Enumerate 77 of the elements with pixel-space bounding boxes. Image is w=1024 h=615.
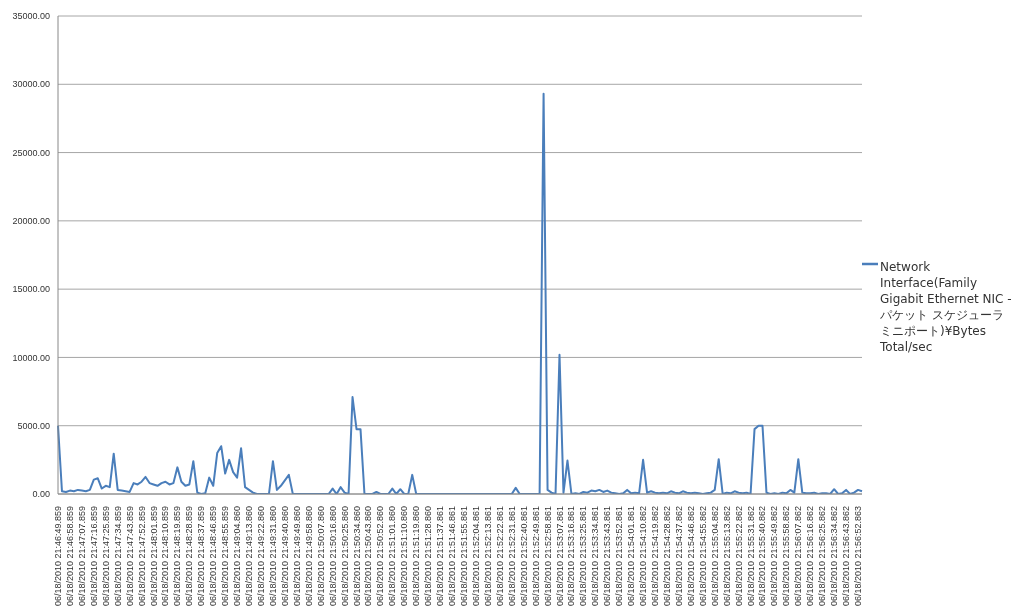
x-tick-label: 06/18/2010 21:55:31.862 bbox=[745, 506, 756, 607]
y-tick-label: 25000.00 bbox=[12, 147, 50, 158]
y-tick-label: 20000.00 bbox=[12, 216, 50, 227]
x-tick-label: 06/18/2010 21:47:16.859 bbox=[88, 506, 99, 607]
x-tick-label: 06/18/2010 21:52:49.861 bbox=[530, 506, 541, 607]
x-tick-label: 06/18/2010 21:51:01.860 bbox=[387, 506, 398, 607]
x-tick-label: 06/18/2010 21:46:49.859 bbox=[53, 506, 63, 607]
y-tick-label: 15000.00 bbox=[12, 284, 50, 295]
x-tick-label: 06/18/2010 21:53:52.861 bbox=[614, 506, 625, 607]
x-tick-label: 06/18/2010 21:52:04.861 bbox=[470, 506, 481, 607]
y-tick-label: 0.00 bbox=[32, 489, 50, 500]
x-tick-label: 06/18/2010 21:48:55.859 bbox=[220, 506, 231, 607]
x-tick-label: 06/18/2010 21:56:52.863 bbox=[853, 506, 864, 607]
x-tick-label: 06/18/2010 21:47:25.859 bbox=[100, 506, 111, 607]
x-tick-label: 06/18/2010 21:50:07.860 bbox=[315, 506, 326, 607]
y-tick-label: 5000.00 bbox=[17, 420, 50, 431]
x-tick-label: 06/18/2010 21:54:19.862 bbox=[650, 506, 661, 607]
x-tick-label: 06/18/2010 21:55:13.862 bbox=[721, 506, 732, 607]
x-tick-label: 06/18/2010 21:51:37.861 bbox=[435, 506, 446, 607]
x-tick-label: 06/18/2010 21:55:49.862 bbox=[769, 506, 780, 607]
x-tick-label: 06/18/2010 21:49:49.860 bbox=[291, 506, 302, 607]
x-tick-label: 06/18/2010 21:48:19.859 bbox=[172, 506, 183, 607]
x-tick-label: 06/18/2010 21:50:34.860 bbox=[351, 506, 362, 607]
x-tick-label: 06/18/2010 21:56:25.862 bbox=[817, 506, 828, 607]
x-tick-label: 06/18/2010 21:47:07.859 bbox=[76, 506, 87, 607]
x-tick-label: 06/18/2010 21:51:28.860 bbox=[423, 506, 434, 607]
x-tick-label: 06/18/2010 21:47:52.859 bbox=[136, 506, 147, 607]
x-tick-label: 06/18/2010 21:55:22.862 bbox=[733, 506, 744, 607]
x-tick-label: 06/18/2010 21:49:22.860 bbox=[255, 506, 266, 607]
x-tick-label: 06/18/2010 21:48:46.859 bbox=[208, 506, 219, 607]
x-tick-label: 06/18/2010 21:55:04.862 bbox=[709, 506, 720, 607]
x-tick-label: 06/18/2010 21:53:07.861 bbox=[554, 506, 565, 607]
x-tick-label: 06/18/2010 21:49:40.860 bbox=[279, 506, 290, 607]
x-tick-label: 06/18/2010 21:56:16.862 bbox=[805, 506, 816, 607]
x-tick-label: 06/18/2010 21:54:01.861 bbox=[626, 506, 637, 607]
x-tick-label: 06/18/2010 21:54:46.862 bbox=[685, 506, 696, 607]
x-tick-label: 06/18/2010 21:50:43.860 bbox=[363, 506, 374, 607]
x-tick-label: 06/18/2010 21:51:19.860 bbox=[411, 506, 422, 607]
x-tick-label: 06/18/2010 21:54:55.862 bbox=[697, 506, 708, 607]
x-tick-label: 06/18/2010 21:54:37.862 bbox=[673, 506, 684, 607]
x-tick-label: 06/18/2010 21:53:25.861 bbox=[578, 506, 589, 607]
x-tick-label: 06/18/2010 21:53:43.861 bbox=[602, 506, 613, 607]
x-tick-label: 06/18/2010 21:52:22.861 bbox=[494, 506, 505, 607]
x-tick-label: 06/18/2010 21:52:13.861 bbox=[482, 506, 493, 607]
x-tick-label: 06/18/2010 21:55:40.862 bbox=[757, 506, 768, 607]
x-tick-label: 06/18/2010 21:49:31.860 bbox=[267, 506, 278, 607]
x-tick-label: 06/18/2010 21:52:58.861 bbox=[542, 506, 553, 607]
x-tick-label: 06/18/2010 21:47:34.859 bbox=[112, 506, 123, 607]
x-tick-label: 06/18/2010 21:56:34.862 bbox=[829, 506, 840, 607]
x-tick-label: 06/18/2010 21:56:07.862 bbox=[793, 506, 804, 607]
x-tick-label: 06/18/2010 21:48:28.859 bbox=[184, 506, 195, 607]
x-tick-label: 06/18/2010 21:47:43.859 bbox=[124, 506, 135, 607]
x-tick-label: 06/18/2010 21:48:01.859 bbox=[148, 506, 159, 607]
x-tick-label: 06/18/2010 21:51:46.861 bbox=[447, 506, 458, 607]
x-tick-label: 06/18/2010 21:54:10.862 bbox=[638, 506, 649, 607]
x-tick-label: 06/18/2010 21:48:10.859 bbox=[160, 506, 171, 607]
x-tick-label: 06/18/2010 21:50:52.860 bbox=[375, 506, 386, 607]
x-tick-label: 06/18/2010 21:52:31.861 bbox=[506, 506, 517, 607]
x-tick-label: 06/18/2010 21:49:58.860 bbox=[303, 506, 314, 607]
x-tick-label: 06/18/2010 21:49:04.860 bbox=[232, 506, 243, 607]
x-tick-label: 06/18/2010 21:46:58.859 bbox=[64, 506, 75, 607]
x-tick-label: 06/18/2010 21:51:10.860 bbox=[399, 506, 410, 607]
legend-label: Network Interface(Family Gigabit Ethernet NIC - パケット スケジューラミニポート)¥Bytes Total/sec bbox=[880, 259, 1012, 355]
x-tick-label: 06/18/2010 21:56:43.862 bbox=[841, 506, 852, 607]
x-tick-label: 06/18/2010 21:53:16.861 bbox=[566, 506, 577, 607]
x-tick-label: 06/18/2010 21:48:37.859 bbox=[196, 506, 207, 607]
x-tick-label: 06/18/2010 21:49:13.860 bbox=[244, 506, 255, 607]
y-tick-label: 10000.00 bbox=[12, 352, 50, 363]
y-tick-label: 30000.00 bbox=[12, 79, 50, 90]
y-tick-label: 35000.00 bbox=[12, 11, 50, 22]
x-tick-label: 06/18/2010 21:54:28.862 bbox=[661, 506, 672, 607]
x-tick-label: 06/18/2010 21:51:55.861 bbox=[458, 506, 469, 607]
x-tick-label: 06/18/2010 21:53:34.861 bbox=[590, 506, 601, 607]
x-tick-label: 06/18/2010 21:50:16.860 bbox=[327, 506, 338, 607]
x-tick-label: 06/18/2010 21:55:58.862 bbox=[781, 506, 792, 607]
x-tick-label: 06/18/2010 21:50:25.860 bbox=[339, 506, 350, 607]
x-tick-label: 06/18/2010 21:52:40.861 bbox=[518, 506, 529, 607]
